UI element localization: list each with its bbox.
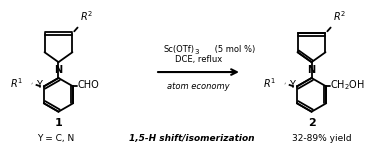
Text: $R^1$: $R^1$: [10, 77, 23, 90]
Text: CH$_2$OH: CH$_2$OH: [330, 79, 365, 92]
Text: Y: Y: [289, 80, 295, 90]
Text: $R^2$: $R^2$: [333, 10, 347, 24]
Text: $R^1$: $R^1$: [263, 77, 276, 90]
Text: N: N: [54, 65, 62, 75]
Text: atom economy: atom economy: [167, 82, 230, 91]
Text: N: N: [307, 65, 316, 75]
Text: (5 mol %): (5 mol %): [212, 45, 256, 54]
Text: CHO: CHO: [77, 80, 99, 90]
Text: 1,5-H shift/isomerization: 1,5-H shift/isomerization: [129, 135, 255, 144]
Text: Y = C, N: Y = C, N: [37, 135, 74, 144]
Text: Y: Y: [36, 80, 42, 90]
Text: $R^2$: $R^2$: [81, 10, 93, 24]
Text: 3: 3: [194, 49, 199, 55]
Text: Sc(OTf): Sc(OTf): [163, 45, 194, 54]
Text: DCE, reflux: DCE, reflux: [175, 55, 222, 64]
Text: 32-89% yield: 32-89% yield: [292, 135, 351, 144]
Text: 2: 2: [308, 118, 315, 128]
Text: 1: 1: [54, 118, 62, 128]
